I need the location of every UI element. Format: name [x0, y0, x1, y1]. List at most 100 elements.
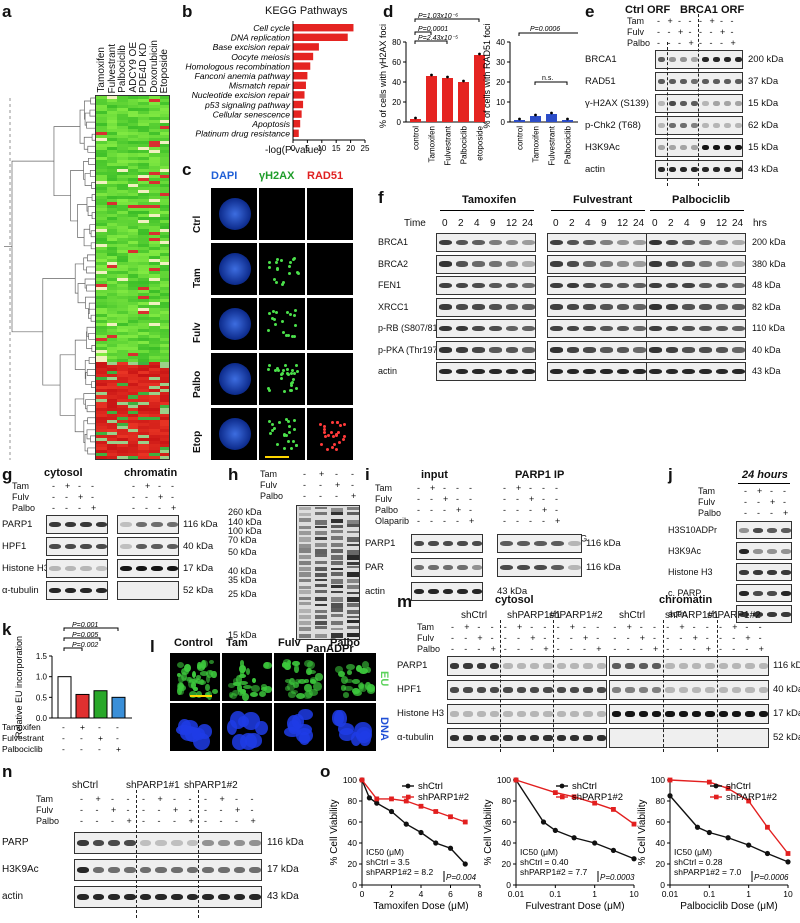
heatmap-cell — [159, 419, 169, 424]
nucleus — [226, 719, 238, 735]
heatmap-cell — [138, 404, 149, 408]
heatmap-cell — [96, 117, 107, 121]
blot-cond-sign: - — [709, 27, 713, 37]
heatmap-cell — [96, 238, 107, 242]
heatmap-cell — [106, 238, 118, 242]
blot-band — [705, 711, 715, 718]
blot-cond-sign: - — [583, 644, 586, 654]
legend-marker — [560, 794, 565, 800]
eu-signal — [357, 682, 364, 689]
smear-band — [299, 518, 311, 522]
heatmap-cell — [138, 253, 149, 257]
blot-cond-sign: - — [770, 508, 773, 518]
dendrogram-branch — [86, 429, 95, 440]
blot-cond-label: Fulv — [698, 497, 716, 507]
heatmap-cell — [138, 144, 149, 148]
blot-band — [702, 78, 709, 85]
blot-cond-sign: - — [516, 494, 519, 504]
tick-label: 4 — [419, 889, 424, 899]
blot-band — [669, 78, 676, 85]
blot-band — [550, 347, 563, 353]
blot-band — [566, 347, 580, 353]
heatmap-cell — [96, 419, 107, 424]
blot-band — [530, 663, 540, 670]
kegg-category: DNA replication — [231, 33, 291, 43]
eu-signal — [177, 683, 184, 690]
blot-band — [218, 894, 230, 901]
heatmap-cell — [149, 298, 160, 303]
eu-image — [326, 653, 376, 701]
heatmap-cell — [138, 259, 149, 263]
blot-band — [665, 325, 679, 332]
kegg-category: Cellular senescence — [213, 109, 291, 119]
eu-signal — [287, 682, 295, 691]
heatmap-columns: Tamoxifen Fulvestrant Palbociclib ADCY9 OE P… — [95, 5, 170, 93]
blot-band — [428, 588, 439, 595]
heatmap-cell — [159, 217, 169, 221]
heatmap-cell — [159, 401, 169, 405]
heatmap-cell — [127, 313, 139, 318]
blot-band — [600, 325, 613, 332]
blot-cond-label: Olaparib — [375, 516, 410, 526]
heatmap-cell — [127, 331, 139, 336]
heatmap-cell — [117, 419, 128, 424]
blot-cond-sign: - — [91, 481, 94, 491]
blot-band — [781, 611, 791, 617]
heatmap-cell — [106, 419, 118, 424]
blot-band — [566, 304, 580, 310]
blot-cond-sign: + — [732, 622, 738, 632]
bar — [442, 78, 453, 122]
heatmap-cell — [96, 313, 107, 318]
if-image — [259, 408, 305, 460]
data-point — [540, 819, 547, 825]
heatmap-cell — [106, 235, 118, 239]
nucleus — [283, 726, 301, 738]
blot-band — [702, 122, 709, 129]
heatmap-column-label: ADCY9 OE — [127, 42, 139, 93]
point — [414, 116, 417, 120]
heatmap-cell — [106, 262, 118, 266]
heatmap-cell — [106, 362, 118, 366]
fraction-header: chromatin — [659, 594, 713, 606]
heatmap-cell — [149, 316, 160, 321]
heatmap-cell — [138, 410, 149, 415]
blot-cond-sign: + — [158, 492, 164, 502]
group-header: shPARP1#2 — [184, 780, 238, 791]
blot-cond-sign: - — [503, 505, 506, 515]
heatmap-cell — [117, 389, 128, 393]
heatmap-cell — [96, 102, 107, 106]
blot-header: Ctrl ORF — [625, 4, 671, 16]
eu-signal — [303, 683, 312, 693]
heatmap-cell — [106, 428, 118, 433]
heatmap-cell — [149, 277, 160, 281]
heatmap-cell — [117, 189, 128, 194]
blot-band — [616, 304, 630, 310]
blot-band — [556, 711, 566, 718]
heatmap-cell — [127, 159, 139, 163]
heatmap-cell — [127, 192, 139, 197]
blot-band — [503, 687, 513, 694]
cond-label: Tamoxifen — [2, 722, 41, 732]
heatmap-cell — [96, 126, 107, 130]
foci — [289, 384, 293, 388]
blot-band — [739, 569, 749, 575]
blot-size: 116 kDa — [773, 660, 800, 671]
eu-signal — [315, 673, 323, 681]
heatmap-cell — [106, 102, 118, 106]
panel-label-o: o — [320, 762, 331, 781]
heatmap-cell — [127, 377, 139, 381]
blot-band — [718, 711, 728, 718]
point — [446, 75, 449, 79]
heatmap-cell — [149, 392, 160, 396]
heatmap-cell — [138, 177, 149, 182]
blot-cond-sign: + — [770, 497, 776, 507]
blot-band — [442, 588, 454, 595]
heatmap-cell — [96, 244, 107, 248]
heatmap-cell — [149, 207, 160, 212]
heatmap-cell — [96, 401, 107, 405]
blot-cond-sign: + — [456, 505, 462, 515]
heatmap-cell — [117, 111, 128, 115]
heatmap-cell — [117, 344, 128, 348]
eu-signal — [205, 683, 210, 691]
heatmap-cell — [106, 96, 118, 100]
